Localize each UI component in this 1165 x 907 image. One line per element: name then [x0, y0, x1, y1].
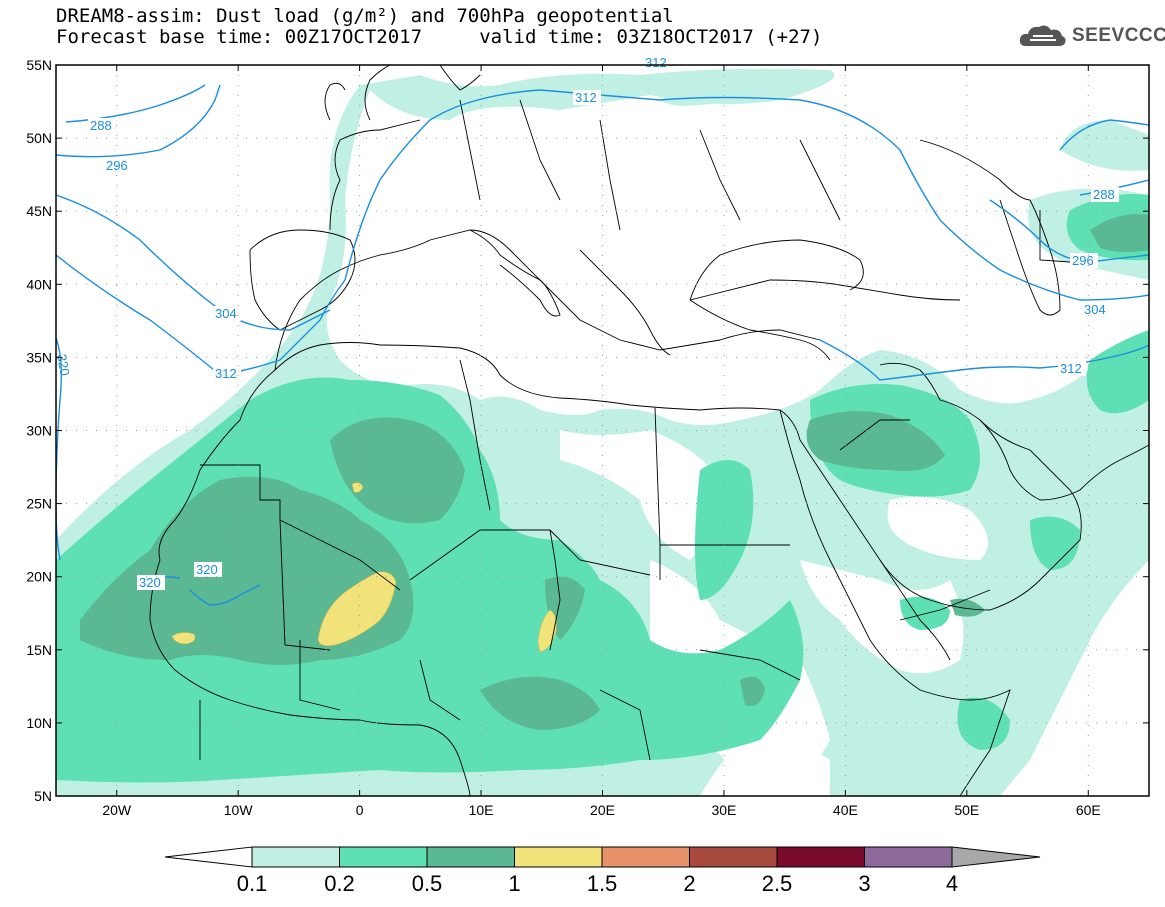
- colorbar-over-arrow: [951, 846, 1041, 868]
- colorbar-label: 2: [683, 871, 695, 896]
- lon-tick-label: 50E: [954, 802, 979, 818]
- lat-tick-label: 5N: [34, 788, 52, 804]
- lon-tick-label: 20W: [102, 802, 132, 818]
- colorbar-label: 2.5: [762, 871, 793, 896]
- colorbar-segment: [251, 846, 340, 868]
- title-line-1: DREAM8-assim: Dust load (g/m²) and 700hP…: [56, 5, 674, 27]
- lat-tick-label: 10N: [26, 715, 52, 731]
- lon-tick-label: 0: [356, 802, 364, 818]
- cloud-logo-icon: [1019, 25, 1066, 46]
- lon-tick-label: 60E: [1076, 802, 1101, 818]
- contour-label: 312: [645, 55, 667, 70]
- title-block: DREAM8-assim: Dust load (g/m²) and 700hP…: [56, 6, 822, 48]
- lat-tick-label: 40N: [26, 276, 52, 292]
- lat-tick-label: 25N: [26, 496, 52, 512]
- lat-tick-label: 35N: [26, 349, 52, 365]
- colorbar-segment: [514, 846, 603, 868]
- colorbar-label: 3: [858, 871, 870, 896]
- colorbar-segment: [776, 846, 865, 868]
- lat-tick-label: 45N: [26, 203, 52, 219]
- graticule: [56, 65, 1149, 796]
- lat-tick-label: 15N: [26, 642, 52, 658]
- lon-tick-label: 20E: [590, 802, 615, 818]
- contour-label: 320: [196, 562, 218, 577]
- contour-labels: 288 296 304 312 312 312 320 320 288 296 …: [54, 55, 1119, 590]
- title-line-2: Forecast base time: 00Z17OCT2017 valid t…: [56, 26, 823, 48]
- colorbar-segment: [689, 846, 778, 868]
- contour-label: 288: [90, 118, 112, 133]
- lon-tick-label: 30E: [711, 802, 736, 818]
- latitude-axis: 55N 50N 45N 40N 35N 30N 25N 20N 15N 10N 5N: [26, 57, 1149, 804]
- logo-text: SEEVCCC: [1072, 25, 1165, 46]
- colorbar-label: 0.2: [324, 871, 355, 896]
- contour-label: 304: [1084, 302, 1106, 317]
- contour-label: 312: [215, 366, 237, 381]
- contour-label: 312: [575, 90, 597, 105]
- contour-label: 304: [215, 306, 237, 321]
- colorbar-under-arrow: [164, 846, 253, 868]
- colorbar-segment: [426, 846, 515, 868]
- seevccc-logo: SEEVCCC: [1018, 22, 1165, 50]
- lat-tick-label: 20N: [26, 569, 52, 585]
- contour-label: 312: [1060, 361, 1082, 376]
- dust-load-field: [56, 65, 1149, 796]
- colorbar: 0.1 0.2 0.5 1 1.5 2 2.5 3 4: [164, 846, 1041, 896]
- lat-tick-label: 30N: [26, 423, 52, 439]
- contour-label: 320: [139, 575, 161, 590]
- colorbar-segment: [864, 846, 953, 868]
- colorbar-segment: [339, 846, 428, 868]
- colorbar-label: 1.5: [587, 871, 618, 896]
- colorbar-label: 4: [946, 871, 958, 896]
- colorbar-label: 0.1: [237, 871, 268, 896]
- contour-label: 288: [1093, 187, 1115, 202]
- lat-tick-label: 55N: [26, 57, 52, 73]
- contour-label: 296: [1072, 253, 1094, 268]
- longitude-axis: 20W 10W 0 10E 20E 30E 40E 50E 60E: [102, 65, 1101, 818]
- colorbar-label: 0.5: [412, 871, 443, 896]
- lon-tick-label: 10E: [469, 802, 494, 818]
- colorbar-segment: [601, 846, 690, 868]
- contour-label: 320: [54, 353, 73, 377]
- colorbar-label: 1: [508, 871, 520, 896]
- lat-tick-label: 50N: [26, 130, 52, 146]
- lon-tick-label: 10W: [224, 802, 254, 818]
- lon-tick-label: 40E: [833, 802, 858, 818]
